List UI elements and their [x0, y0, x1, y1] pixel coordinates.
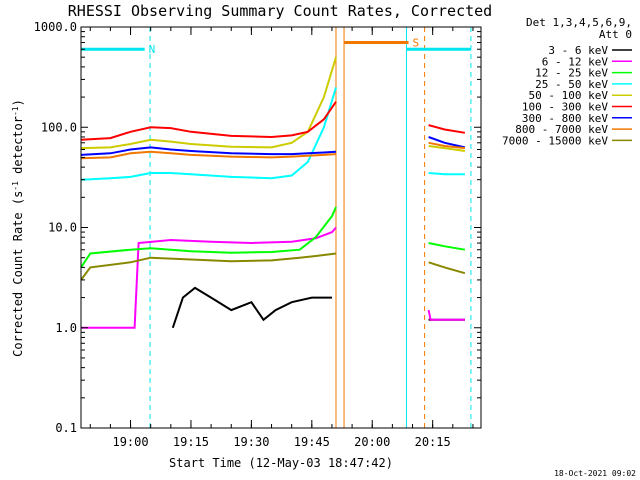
y-tick-label-2: 10.0 — [48, 221, 77, 235]
y-tick-label-4: 1000.0 — [34, 20, 77, 34]
x-axis-label: Start Time (12-May-03 18:47:42) — [169, 456, 393, 470]
axes: 0.1 1.0 10.0 100.0 1000.0 19:00 19:15 19:30 19:4… — [34, 20, 482, 449]
y-tick-label-1: 1.0 — [55, 321, 77, 335]
series-line-3-b — [428, 172, 465, 176]
series-line-4-b — [428, 145, 466, 152]
y-axis-label-sup-2: -1 — [11, 106, 20, 116]
x-tick-label-2: 19:30 — [233, 435, 269, 449]
x-tick-label-4: 20:00 — [354, 435, 390, 449]
y-tick-label-0: 0.1 — [55, 421, 77, 435]
flag-label-1: S — [412, 37, 419, 50]
series-line-2 — [80, 206, 337, 268]
series-line-5-b — [428, 124, 466, 134]
legend-header: Det 1,3,4,5,6,9, Att 0 — [526, 16, 632, 41]
y-axis-label-main: Corrected Count Rate (s — [11, 191, 25, 357]
x-tick-label-3: 19:45 — [294, 435, 330, 449]
x-tick-label-5: 20:15 — [415, 435, 451, 449]
legend-label-1: 6 - 12 keV — [542, 55, 609, 68]
y-axis-label: Corrected Count Rate (s-1 detector-1) — [11, 99, 25, 357]
legend-label-3: 25 - 50 keV — [535, 78, 608, 91]
series-line-6 — [80, 146, 337, 156]
series-line-4 — [80, 56, 337, 150]
legend-label-0: 3 - 6 keV — [548, 44, 608, 57]
legend-label-2: 12 - 25 keV — [535, 67, 608, 80]
y-tick-label-3: 100.0 — [41, 120, 77, 134]
footer-date: 18-Oct-2021 09:02 — [554, 469, 636, 478]
y-axis-label-sup-1: -1 — [11, 181, 20, 191]
legend-label-7: 800 - 7000 keV — [515, 123, 608, 136]
series-line-6-b — [428, 136, 466, 149]
series-line-7 — [80, 150, 337, 160]
series-line-2-b — [428, 242, 466, 251]
axes-frame — [80, 26, 482, 429]
series-line-8-b — [428, 261, 466, 275]
series-line-8 — [80, 252, 337, 281]
legend-label-8: 7000 - 15000 keV — [502, 134, 608, 147]
flag-label-0: N — [149, 43, 156, 56]
x-tick-label-0: 19:00 — [112, 435, 148, 449]
series-line-7-b — [428, 141, 466, 150]
legend-label-5: 100 - 300 keV — [522, 101, 608, 114]
chart-title: RHESSI Observing Summary Count Rates, Co… — [68, 2, 492, 20]
legend-label-6: 300 - 800 keV — [522, 112, 608, 125]
series-line-1-b — [427, 309, 465, 321]
legend-header-line-1: Det 1,3,4,5,6,9, — [526, 16, 632, 29]
legend-header-line-2: Att 0 — [599, 28, 632, 41]
y-axis-label-end: ) — [11, 99, 25, 106]
x-tick-label-1: 19:15 — [173, 435, 209, 449]
legend-label-4: 50 - 100 keV — [529, 89, 609, 102]
series-line-1 — [81, 226, 337, 329]
series-line-5 — [80, 101, 337, 141]
y-axis-label-mid: detector — [11, 116, 25, 181]
series-line-0 — [171, 286, 332, 329]
plot-area: NS — [80, 27, 472, 428]
